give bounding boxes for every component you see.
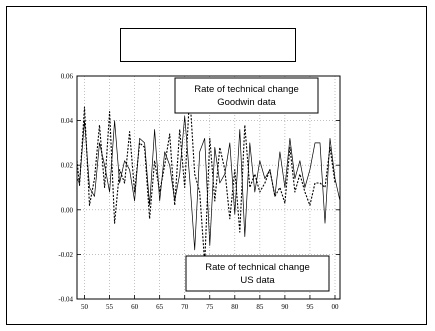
annotation-goodwin-box bbox=[174, 77, 319, 114]
x-tick-label: 70 bbox=[181, 303, 189, 311]
annotation-us: Rate of technical change US data bbox=[185, 255, 330, 292]
empty-title-box bbox=[120, 28, 296, 62]
annotation-goodwin-line1: Rate of technical change bbox=[194, 84, 299, 95]
x-tick-label: 00 bbox=[331, 303, 339, 311]
annotation-us-box bbox=[185, 255, 330, 292]
series-line-us bbox=[76, 115, 341, 251]
x-tick-label: 95 bbox=[306, 303, 314, 311]
plot-area-border bbox=[76, 75, 341, 300]
x-tick-label: 50 bbox=[81, 303, 89, 311]
y-tick-label: 0.04 bbox=[61, 117, 74, 125]
series-line-goodwin bbox=[76, 93, 336, 264]
x-tick-label: 85 bbox=[256, 303, 264, 311]
x-tick-label: 65 bbox=[156, 303, 164, 311]
x-tick-label: 80 bbox=[231, 303, 239, 311]
annotation-us-line2: US data bbox=[240, 275, 275, 286]
x-tick-label: 55 bbox=[106, 303, 114, 311]
y-tick-label: 0.06 bbox=[61, 73, 74, 81]
series-layer bbox=[76, 93, 341, 264]
x-tick-label: 60 bbox=[131, 303, 139, 311]
y-tick-label: -0.02 bbox=[58, 251, 73, 259]
y-tick-label: 0.00 bbox=[61, 206, 74, 214]
x-axis-ticks: 50 55 60 65 70 75 80 85 90 95 00 bbox=[81, 295, 339, 311]
x-tick-label: 75 bbox=[206, 303, 214, 311]
annotation-us-line1: Rate of technical change bbox=[205, 262, 310, 273]
y-axis-ticks: -0.04 -0.02 0.00 0.02 0.04 0.06 bbox=[58, 73, 340, 304]
y-tick-label: -0.04 bbox=[58, 296, 73, 304]
y-tick-label: 0.02 bbox=[61, 162, 74, 170]
annotation-goodwin-line2: Goodwin data bbox=[217, 97, 276, 108]
x-tick-label: 90 bbox=[281, 303, 289, 311]
annotation-goodwin: Rate of technical change Goodwin data bbox=[174, 77, 319, 114]
